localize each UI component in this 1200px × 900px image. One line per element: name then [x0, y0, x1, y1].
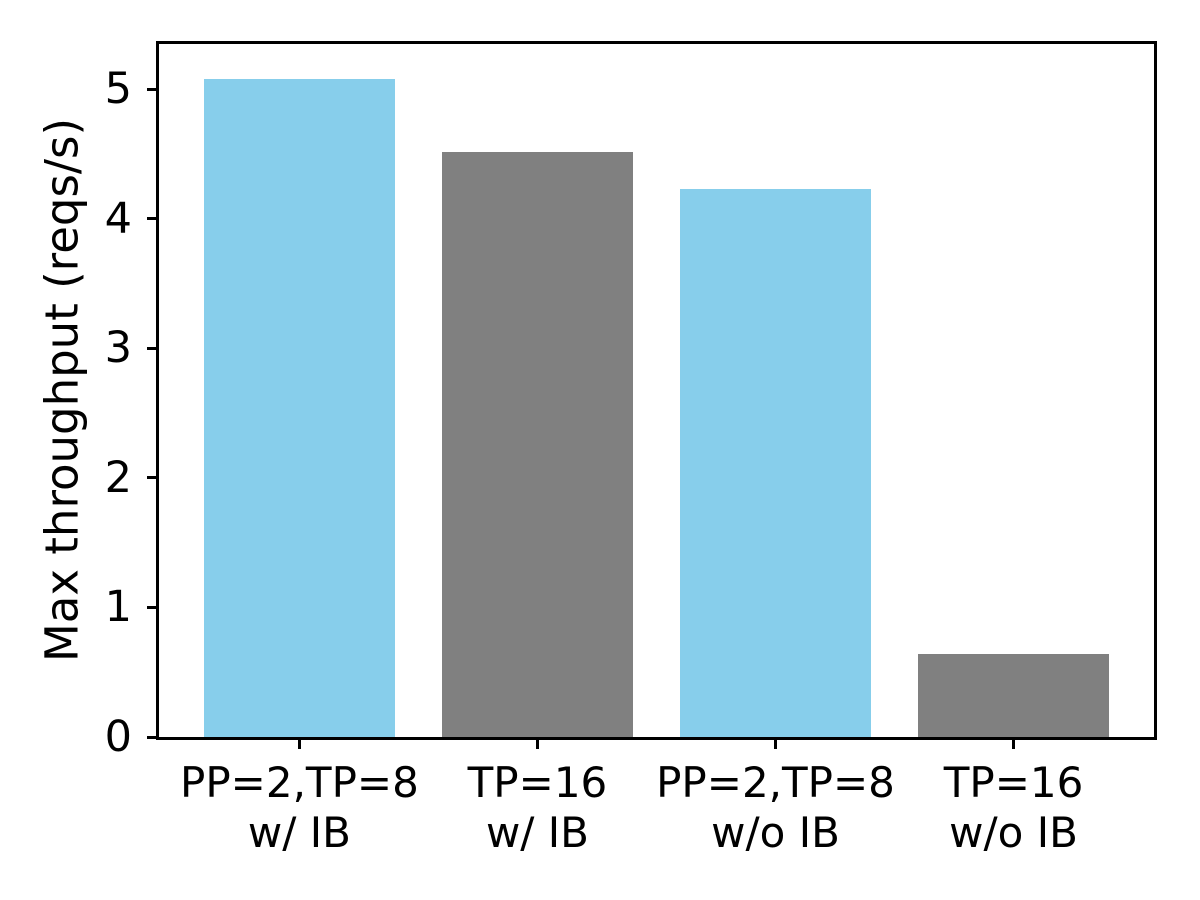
- x-tick-mark: [297, 737, 301, 749]
- bar-1: [442, 151, 633, 737]
- y-tick-mark: [147, 87, 159, 91]
- y-tick-mark: [147, 217, 159, 221]
- x-tick-label: TP=16 w/ IB: [467, 758, 608, 857]
- y-tick-label: 5: [104, 64, 132, 115]
- y-tick-mark: [147, 735, 159, 739]
- x-tick-mark: [535, 737, 539, 749]
- y-tick-label: 0: [104, 712, 132, 762]
- y-tick-mark: [147, 346, 159, 350]
- y-tick-label: 1: [104, 582, 132, 633]
- x-tick-label: TP=16 w/o IB: [943, 758, 1084, 857]
- y-tick-label: 3: [104, 323, 132, 374]
- x-tick-label: PP=2,TP=8 w/o IB: [656, 758, 895, 857]
- bar-2: [680, 189, 871, 737]
- y-tick-mark: [147, 605, 159, 609]
- x-tick-label: PP=2,TP=8 w/ IB: [180, 758, 419, 857]
- y-tick-label: 2: [104, 452, 132, 503]
- x-tick-mark: [1012, 737, 1016, 749]
- y-tick-label: 4: [104, 193, 132, 244]
- x-tick-mark: [774, 737, 778, 749]
- bar-0: [204, 78, 395, 737]
- bar-3: [918, 654, 1109, 737]
- y-tick-mark: [147, 476, 159, 480]
